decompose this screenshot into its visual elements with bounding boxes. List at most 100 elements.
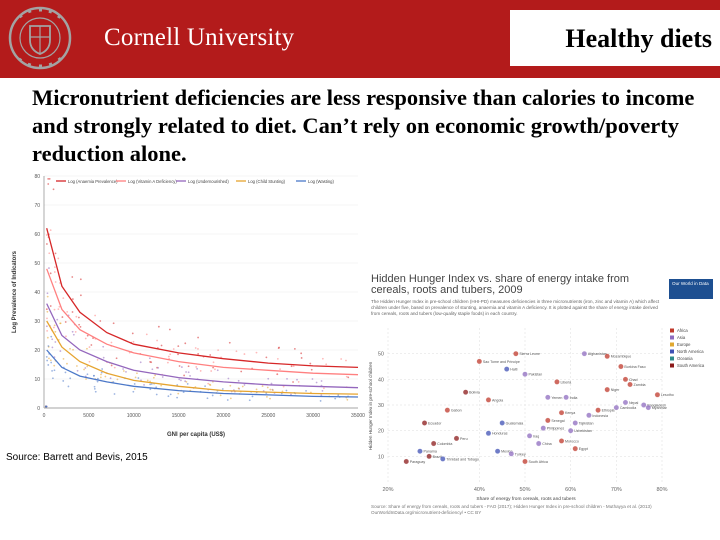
data-point — [204, 385, 206, 388]
data-point — [321, 357, 324, 360]
data-point — [535, 440, 542, 447]
data-point — [272, 389, 274, 392]
data-point — [86, 373, 89, 376]
point-label: Mozambique — [611, 355, 632, 359]
data-point — [320, 380, 323, 382]
y-tick-label: 20 — [378, 429, 384, 435]
point-label: Kenya — [565, 411, 575, 415]
legend-swatch — [670, 349, 674, 354]
data-point — [102, 345, 105, 348]
slide-tag-box: Healthy diets — [510, 10, 720, 66]
data-point — [112, 322, 115, 325]
series-line — [46, 349, 359, 398]
data-point — [276, 373, 279, 376]
data-point — [207, 382, 210, 385]
data-point — [265, 356, 268, 359]
series-line — [46, 268, 359, 376]
point-label: Sao Tome and Principe — [483, 360, 520, 364]
data-point — [62, 380, 65, 382]
y-tick-label: 40 — [378, 377, 384, 383]
point-label: South Africa — [529, 460, 548, 464]
point-label: Afghanistan — [588, 352, 607, 356]
our-world-in-data-logo: Our World in Data — [669, 279, 713, 299]
data-point — [337, 394, 340, 397]
data-point — [48, 252, 51, 255]
x-tick-label: 15000 — [172, 413, 186, 419]
point-label: China — [542, 442, 551, 446]
data-point — [75, 365, 78, 367]
data-point — [125, 370, 127, 373]
data-point — [503, 366, 510, 372]
y-tick-label: 60 — [34, 232, 40, 238]
y-tick-label: 30 — [378, 403, 384, 409]
data-point — [47, 178, 50, 180]
data-point — [51, 346, 54, 349]
data-point — [51, 369, 53, 372]
data-point — [622, 399, 629, 406]
data-point — [54, 341, 57, 343]
data-point — [270, 382, 273, 385]
y-tick-label: 10 — [378, 454, 384, 460]
point-label: Senegal — [551, 419, 564, 423]
data-point — [241, 385, 244, 388]
data-point — [279, 368, 281, 371]
point-label: Indonesia — [592, 414, 608, 418]
data-point — [90, 344, 93, 346]
point-label: Peru — [460, 437, 468, 441]
x-axis-label: GNI per capita (US$) — [167, 432, 225, 438]
data-point — [58, 305, 61, 308]
y-axis-label: Hidden Hunger Index in pre-school childr… — [368, 361, 373, 450]
data-point — [572, 420, 578, 426]
data-point — [243, 353, 246, 355]
data-point — [59, 350, 62, 352]
data-point — [146, 379, 149, 382]
point-label: Cambodia — [620, 406, 636, 410]
data-point — [178, 365, 181, 367]
data-point — [71, 330, 74, 333]
data-point — [210, 370, 213, 372]
data-point — [99, 376, 102, 379]
data-point — [155, 393, 158, 396]
data-point — [485, 397, 492, 403]
data-point — [47, 183, 50, 185]
data-point — [255, 351, 258, 354]
data-point — [122, 368, 125, 370]
data-point — [476, 358, 483, 365]
data-point — [84, 337, 87, 340]
data-point — [228, 341, 231, 344]
x-tick-label: 60% — [565, 487, 576, 493]
data-point — [53, 369, 56, 372]
university-name: Cornell University — [104, 24, 295, 51]
data-point — [45, 243, 48, 245]
data-point — [86, 365, 89, 368]
data-point — [152, 376, 155, 379]
data-point — [340, 358, 343, 360]
data-point — [237, 379, 240, 382]
data-point — [113, 366, 116, 369]
point-label: Zambia — [634, 383, 646, 387]
slide-source: Source: Barrett and Bevis, 2015 — [6, 452, 148, 463]
legend-swatch — [670, 328, 674, 333]
data-point — [572, 445, 578, 452]
data-point — [618, 363, 624, 370]
data-point — [522, 458, 528, 465]
data-point — [563, 394, 569, 401]
data-point — [345, 375, 348, 378]
data-point — [151, 368, 154, 371]
data-point — [131, 332, 134, 335]
data-point — [645, 404, 652, 411]
data-point — [71, 276, 74, 278]
data-point — [45, 308, 48, 311]
data-point — [300, 352, 303, 355]
data-point — [154, 374, 156, 377]
data-point — [255, 388, 258, 391]
series-line — [46, 320, 359, 395]
data-point — [194, 347, 197, 349]
data-point — [99, 320, 102, 322]
data-point — [185, 380, 188, 383]
data-point — [113, 393, 116, 395]
data-point — [266, 386, 269, 389]
data-point — [122, 370, 125, 372]
data-point — [78, 323, 81, 326]
data-point — [45, 234, 48, 236]
